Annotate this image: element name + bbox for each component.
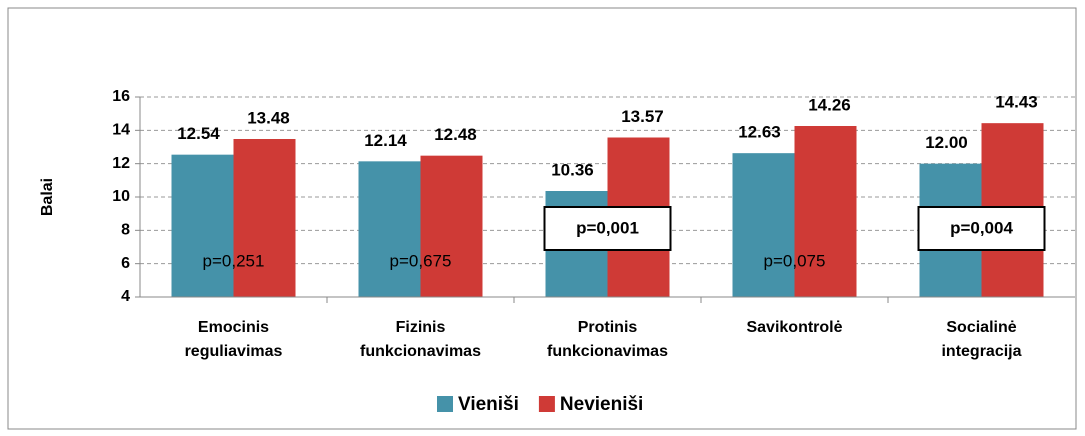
x-tick-label: integracija xyxy=(941,343,1021,360)
y-tick-label: 10 xyxy=(112,188,130,205)
x-tick-label: reguliavimas xyxy=(185,343,283,360)
y-tick-label: 4 xyxy=(121,288,130,305)
value-label: 13.48 xyxy=(247,108,290,127)
annotation: p=0,075 xyxy=(764,251,826,270)
annotation: p=0,251 xyxy=(203,251,265,270)
annotation: p=0,001 xyxy=(576,218,639,237)
chart-frame xyxy=(7,7,1077,430)
bar xyxy=(358,161,421,297)
value-label: 12.48 xyxy=(434,125,477,144)
x-tick-label: Emocinis xyxy=(198,319,269,336)
value-label: 12.14 xyxy=(364,131,407,150)
value-label: 14.43 xyxy=(995,93,1038,112)
legend-swatch xyxy=(538,396,555,412)
bar xyxy=(420,155,483,297)
x-tick-label: Socialinė xyxy=(946,319,1016,336)
value-label: 14.26 xyxy=(808,95,851,114)
x-tick-label: funkcionavimas xyxy=(547,343,668,360)
x-tick-label: funkcionavimas xyxy=(360,343,481,360)
annotation: p=0,004 xyxy=(950,218,1013,237)
value-label: 10.36 xyxy=(551,160,594,179)
y-tick-label: 12 xyxy=(112,155,130,172)
legend-swatch xyxy=(437,396,453,412)
value-label: 12.63 xyxy=(738,123,781,142)
y-tick-label: 16 xyxy=(112,88,130,105)
x-tick-label: Savikontrolė xyxy=(746,319,842,336)
value-label: 12.00 xyxy=(925,133,968,152)
y-tick-label: 14 xyxy=(112,122,130,139)
annotation-box xyxy=(917,206,1046,251)
legend-label: Nevieniši xyxy=(560,394,643,415)
annotation: p=0,675 xyxy=(390,251,452,270)
x-tick-label: Fizinis xyxy=(396,319,446,336)
y-tick-label: 6 xyxy=(121,255,130,272)
legend-label: Vieniši xyxy=(458,394,519,415)
x-tick-label: Protinis xyxy=(578,319,638,336)
y-tick-label: 8 xyxy=(121,222,130,239)
value-label: 12.54 xyxy=(177,124,220,143)
annotation-box xyxy=(543,206,672,251)
value-label: 13.57 xyxy=(621,107,664,126)
bar xyxy=(171,154,234,297)
bar xyxy=(233,139,296,297)
y-axis-label: Balai xyxy=(39,178,56,216)
bar xyxy=(732,153,795,297)
bar xyxy=(794,126,857,297)
